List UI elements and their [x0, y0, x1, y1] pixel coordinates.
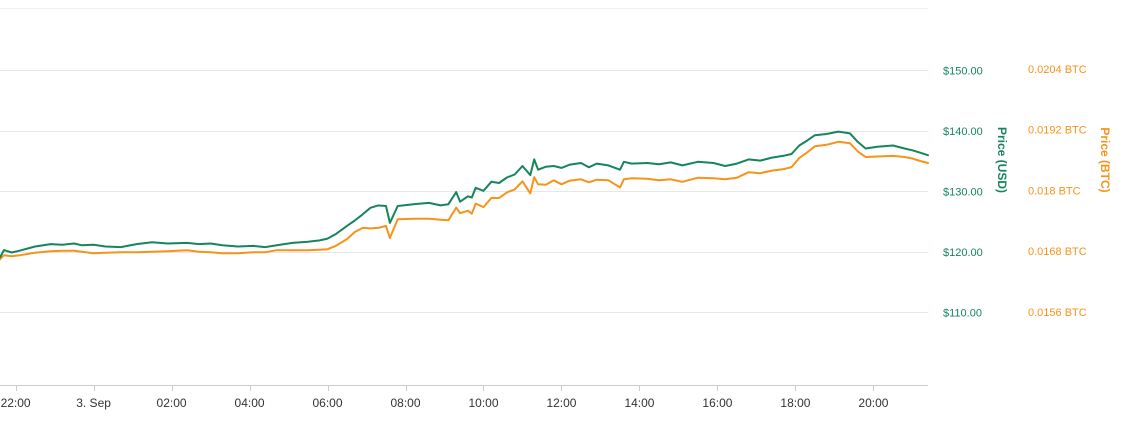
x-tick-label: 18:00: [780, 396, 810, 410]
x-axis-ticks: 22:00 3. Sep 02:00 04:00 06:00 08:00 10:00 12:0…: [1, 385, 889, 410]
btc-price-line: [0, 140, 929, 261]
x-tick-label: 02:00: [157, 396, 187, 410]
btc-tick-label: 0.0156 BTC: [1028, 307, 1087, 319]
btc-tick-label: 0.0192 BTC: [1028, 125, 1087, 137]
usd-tick-label: $120.00: [943, 247, 983, 259]
btc-tick-label: 0.018 BTC: [1028, 185, 1081, 197]
usd-tick-label: $150.00: [943, 65, 983, 77]
x-tick-label: 08:00: [390, 396, 420, 410]
usd-tick-label: $130.00: [943, 186, 983, 198]
x-tick-label: 12:00: [546, 396, 576, 410]
btc-tick-label: 0.0168 BTC: [1028, 246, 1087, 258]
usd-axis-ticks: $150.00 $140.00 $130.00 $120.00 $110.00: [943, 65, 983, 319]
btc-axis-ticks: 0.0204 BTC 0.0192 BTC 0.018 BTC 0.0168 BTC 0…: [1028, 64, 1087, 319]
x-tick-label: 14:00: [624, 396, 654, 410]
btc-tick-label: 0.0204 BTC: [1028, 64, 1087, 76]
x-tick-label: 10:00: [468, 396, 498, 410]
usd-axis-title: Price (USD): [995, 127, 1009, 193]
x-tick-label: 16:00: [702, 396, 732, 410]
usd-tick-label: $140.00: [943, 126, 983, 138]
btc-axis-title: Price (BTC): [1098, 127, 1112, 192]
series-layer: [0, 130, 929, 261]
x-tick-label: 06:00: [313, 396, 343, 410]
usd-price-line: [0, 130, 929, 259]
x-tick-label: 04:00: [235, 396, 265, 410]
x-tick-label: 22:00: [1, 396, 31, 410]
usd-tick-label: $110.00: [943, 307, 982, 319]
x-tick-label: 20:00: [858, 396, 888, 410]
x-tick-label: 3. Sep: [76, 396, 111, 410]
grid-lines: [0, 8, 928, 313]
